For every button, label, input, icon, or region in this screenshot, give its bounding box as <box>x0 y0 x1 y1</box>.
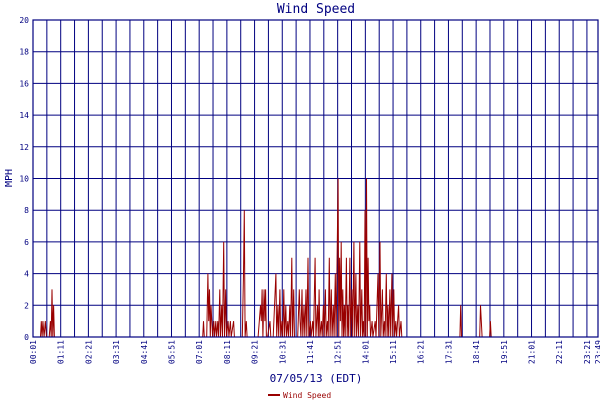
x-tick-label: 04:41 <box>140 340 149 364</box>
x-tick-label: 10:31 <box>278 340 287 364</box>
y-tick-label: 12 <box>19 143 29 152</box>
legend-label: Wind Speed <box>283 391 331 400</box>
x-tick-label: 09:21 <box>251 340 260 364</box>
x-tick-label: 18:41 <box>472 340 481 364</box>
x-tick-labels: 00:01 01:11 02:21 03:31 04:41 05:51 07:01 08:11… <box>29 340 600 364</box>
x-tick-label: 17:31 <box>444 340 453 364</box>
x-tick-label: 21:01 <box>528 340 537 364</box>
y-tick-label: 6 <box>24 238 29 247</box>
x-tick-label: 22:11 <box>555 340 564 364</box>
y-axis-label: MPH <box>4 169 15 187</box>
x-tick-label: 05:51 <box>167 340 176 364</box>
x-tick-label: 15:11 <box>389 340 398 364</box>
y-tick-label: 16 <box>19 79 29 88</box>
x-axis-label: 07/05/13 (EDT) <box>270 372 363 385</box>
y-tick-label: 2 <box>24 301 29 310</box>
x-tick-label: 01:11 <box>57 340 66 364</box>
x-tick-label: 14:01 <box>361 340 370 364</box>
y-tick-label: 10 <box>19 175 29 184</box>
y-tick-label: 20 <box>19 16 29 25</box>
x-tick-label: 00:01 <box>29 340 38 364</box>
y-tick-label: 0 <box>24 333 29 342</box>
x-tick-label: 11:41 <box>306 340 315 364</box>
chart-title: Wind Speed <box>277 2 355 17</box>
x-tick-label: 07:01 <box>195 340 204 364</box>
y-tick-label: 8 <box>24 206 29 215</box>
y-tick-label: 4 <box>24 270 29 279</box>
y-tick-label: 18 <box>19 48 29 57</box>
x-tick-label: 03:31 <box>112 340 121 364</box>
x-tick-label: 08:11 <box>223 340 232 364</box>
x-tick-label: 19:51 <box>500 340 509 364</box>
y-tick-labels: 0 2 4 6 8 10 12 14 16 18 20 <box>19 16 29 342</box>
y-tick-label: 14 <box>19 111 29 120</box>
x-tick-label: 23:49 <box>594 340 600 364</box>
x-tick-label: 02:21 <box>84 340 93 364</box>
wind-speed-series-line <box>33 178 598 338</box>
x-tick-label: 23:21 <box>583 340 592 364</box>
x-tick-label: 16:21 <box>417 340 426 364</box>
plot-frame <box>32 19 599 338</box>
x-tick-label: 12:51 <box>334 340 343 364</box>
